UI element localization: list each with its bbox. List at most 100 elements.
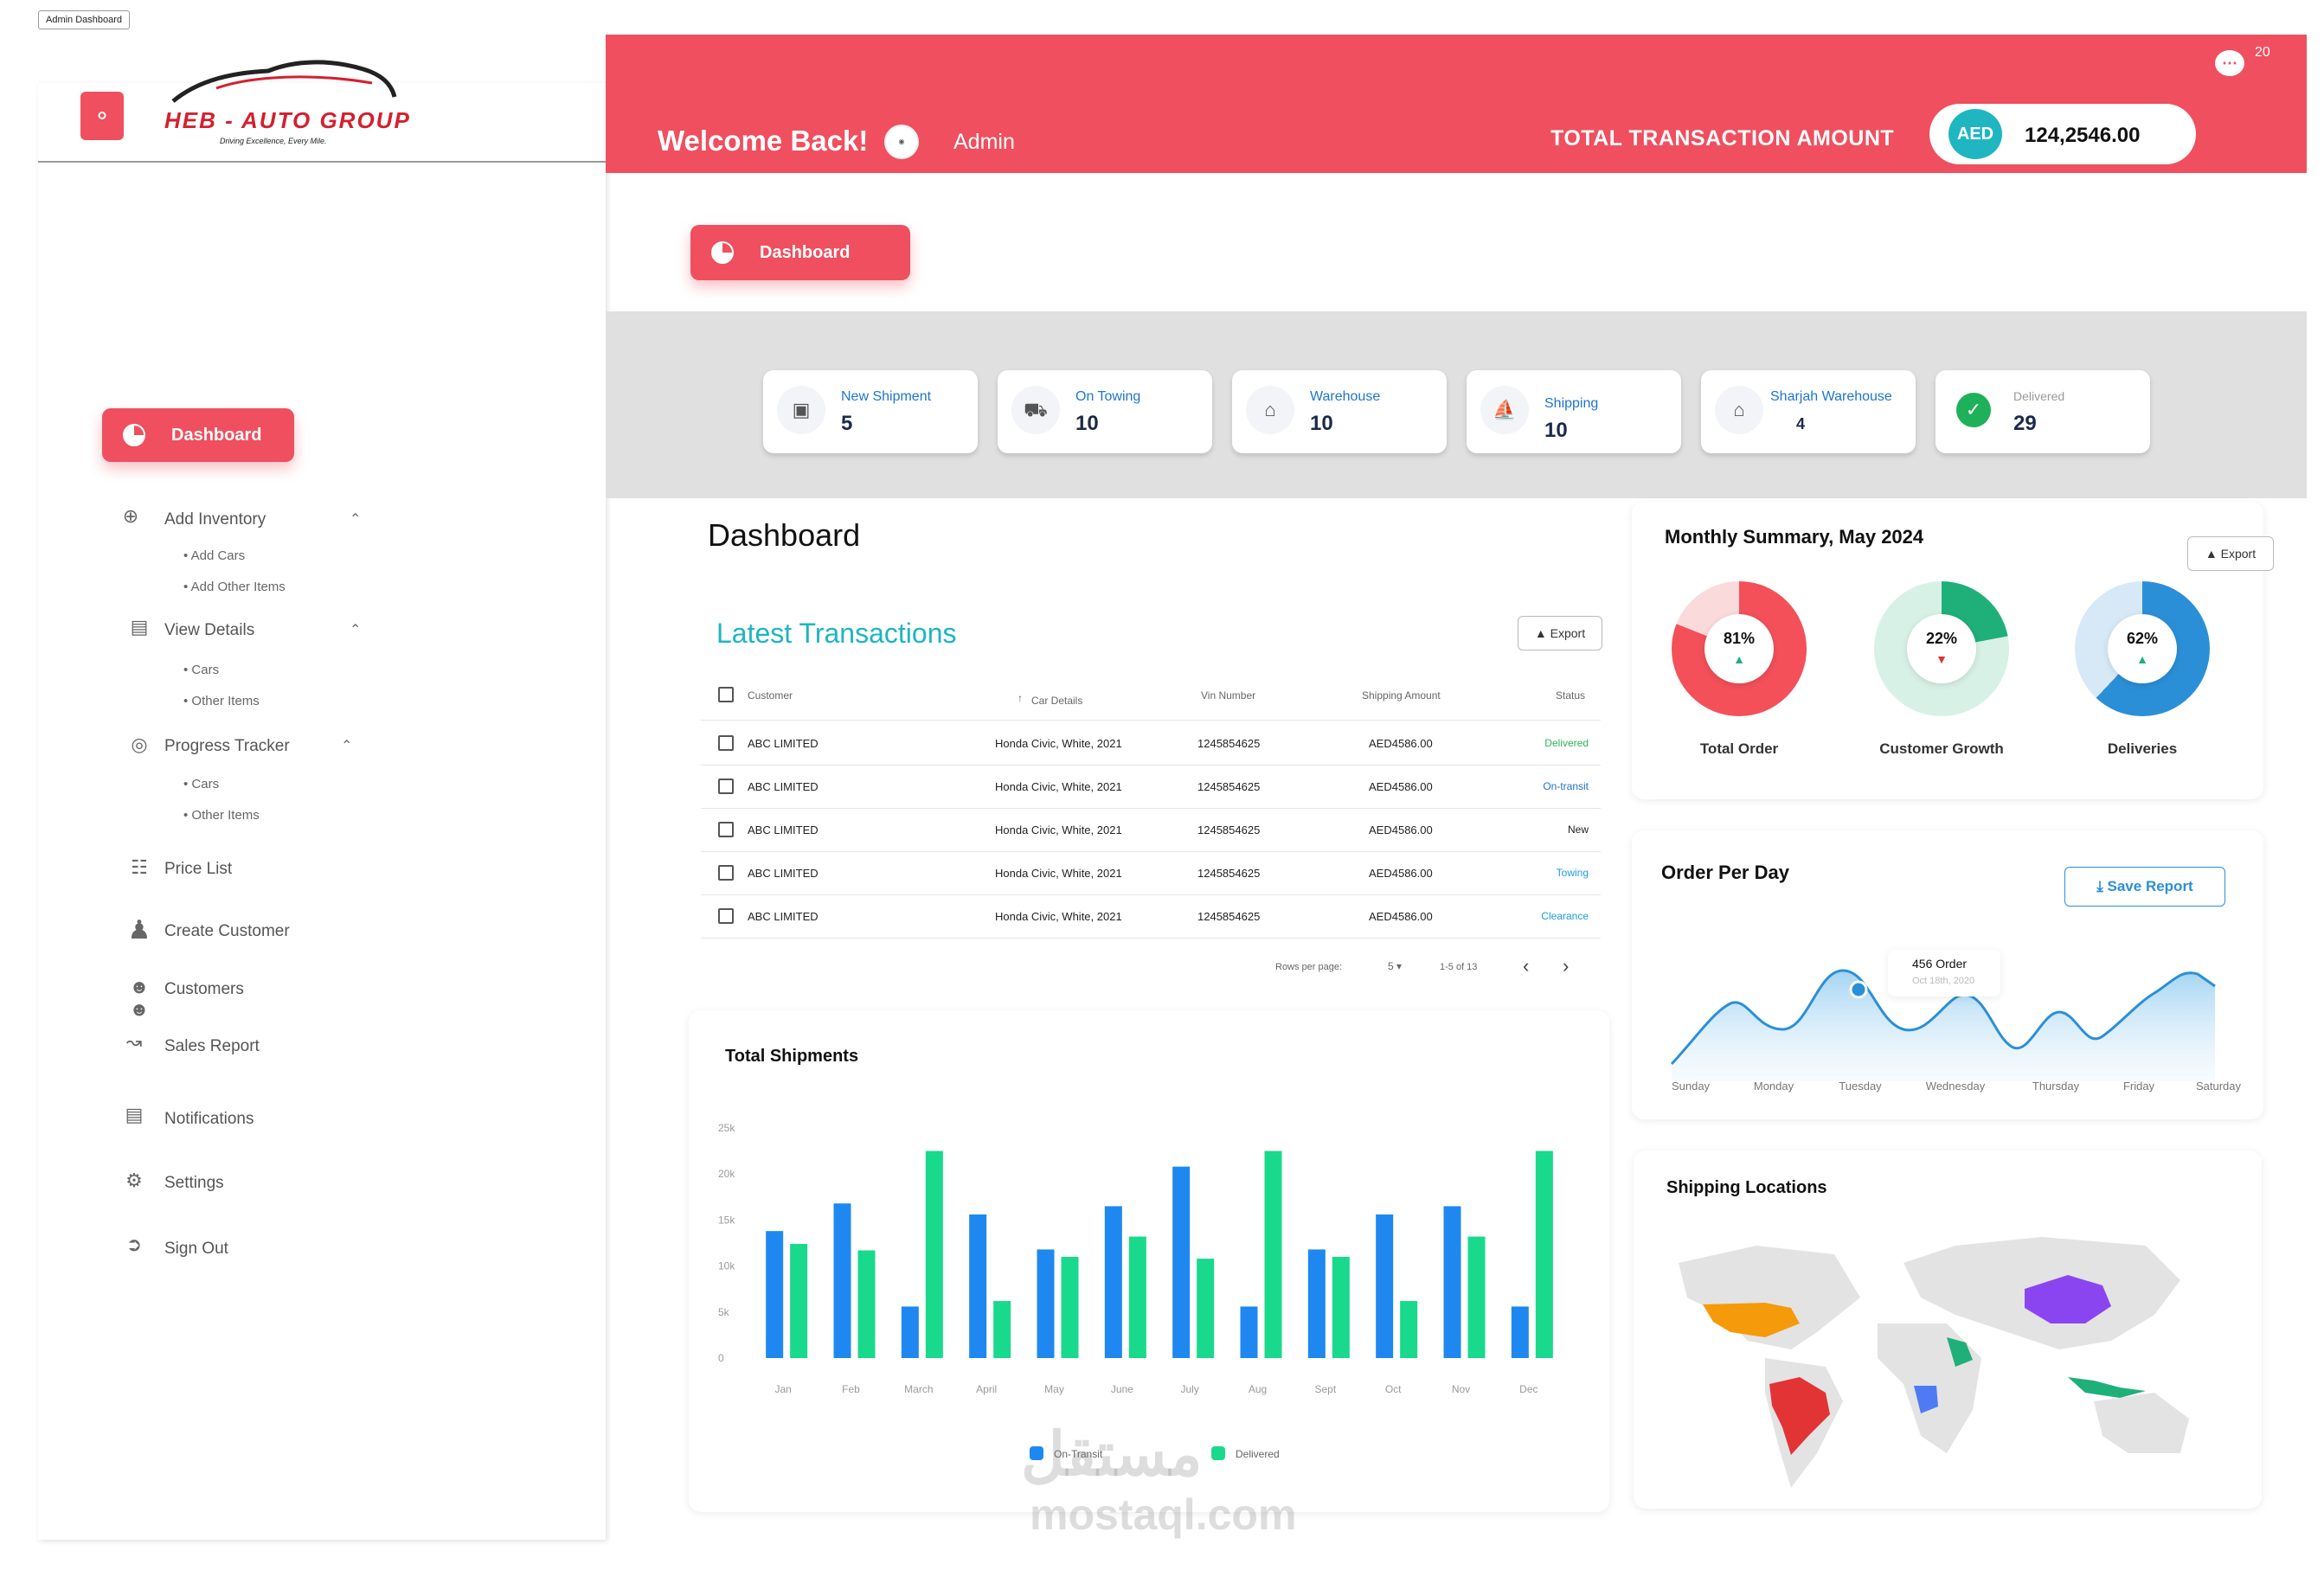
bar-on-transit: [1104, 1206, 1122, 1358]
stat-value: 10: [1310, 412, 1333, 435]
bar-on-transit: [1511, 1306, 1529, 1358]
table-cell-vin: 1245854625: [1197, 780, 1261, 793]
x-tick-label: Nov: [1452, 1383, 1470, 1395]
sidebar-subitem-other-items[interactable]: • Other Items: [183, 694, 260, 708]
sidebar-item-create-customer[interactable]: Create Customer: [164, 922, 290, 940]
stat-card-new-shipment[interactable]: ▣ New Shipment 5: [763, 370, 978, 453]
sidebar-subitem-other-items[interactable]: • Other Items: [183, 808, 260, 823]
prev-page-icon[interactable]: ‹: [1523, 955, 1530, 977]
bar-delivered: [1061, 1256, 1079, 1358]
saudi-highlight: [1947, 1337, 1973, 1367]
shipping-locations-title: Shipping Locations: [1666, 1178, 1827, 1197]
y-tick-label: 20k: [718, 1168, 735, 1180]
sidebar-item-price-list[interactable]: Price List: [164, 860, 233, 878]
table-cell-car: Honda Civic, White, 2021: [995, 910, 1122, 923]
y-tick-label: 15k: [718, 1214, 735, 1226]
column-header-customer[interactable]: Customer: [748, 689, 793, 702]
stat-card-shipping[interactable]: ⛵ Shipping 10: [1467, 370, 1681, 453]
row-checkbox[interactable]: [718, 908, 734, 924]
donut-label: Total Order: [1699, 740, 1779, 757]
bar-delivered: [1332, 1256, 1350, 1358]
x-tick-label: Sept: [1314, 1383, 1336, 1395]
stat-card-warehouse[interactable]: ⌂ Warehouse 10: [1232, 370, 1447, 453]
transactions-export-button[interactable]: ▲ Export: [1518, 616, 1602, 650]
x-tick-label: Feb: [842, 1383, 860, 1395]
table-cell-customer: ABC LIMITED: [748, 780, 819, 793]
trend-up-icon: ▲: [1733, 652, 1745, 666]
chevron-up-icon[interactable]: ⌃: [350, 623, 362, 638]
gear-icon: ⚙: [125, 1169, 143, 1191]
legend-swatch: [1211, 1446, 1225, 1460]
check-icon: ✓: [1956, 393, 1991, 427]
bar-on-transit: [1376, 1214, 1394, 1358]
stat-card-delivered[interactable]: ✓ Delivered 29: [1936, 370, 2150, 453]
day-tick-label: Friday: [2122, 1080, 2155, 1093]
legend-label[interactable]: On-Transit: [1054, 1448, 1103, 1460]
sidebar-subitem-cars[interactable]: • Cars: [183, 777, 220, 791]
sidebar-item-add-inventory[interactable]: Add Inventory: [164, 510, 266, 529]
currency-badge: AED: [1948, 109, 2002, 159]
select-all-checkbox[interactable]: [718, 687, 734, 702]
next-page-icon[interactable]: ›: [1563, 955, 1570, 977]
x-tick-label: Oct: [1385, 1383, 1402, 1395]
day-tick-label: Monday: [1753, 1080, 1794, 1093]
bar-on-transit: [901, 1306, 919, 1358]
row-checkbox[interactable]: [718, 865, 734, 881]
column-header-car-details[interactable]: Car Details: [1031, 695, 1083, 707]
indonesia-highlight: [2068, 1377, 2146, 1398]
legend-swatch: [1030, 1446, 1043, 1460]
sidebar-item-view-details[interactable]: View Details: [164, 621, 255, 639]
sidebar-item-notifications[interactable]: Notifications: [164, 1110, 254, 1128]
sidebar-subitem-add-cars[interactable]: • Add Cars: [183, 548, 246, 563]
dashboard-tab-button[interactable]: Dashboard: [690, 225, 910, 280]
row-checkbox[interactable]: [718, 735, 734, 751]
column-header-vin[interactable]: Vin Number: [1201, 689, 1256, 702]
price-list-icon: ☷: [131, 856, 148, 878]
menu-toggle-button[interactable]: ⚬: [80, 92, 124, 140]
row-divider: [701, 808, 1601, 809]
avatar[interactable]: ◉: [884, 125, 919, 159]
stat-value: 10: [1544, 419, 1568, 442]
chevron-up-icon[interactable]: ⌃: [350, 512, 362, 527]
y-tick-label: 5k: [718, 1306, 730, 1318]
x-tick-label: Aug: [1249, 1383, 1267, 1395]
china-highlight: [2025, 1275, 2111, 1323]
chevron-up-icon[interactable]: ⌃: [341, 739, 353, 753]
sort-arrow-icon[interactable]: ↑: [1018, 692, 1023, 704]
brand-tagline: Driving Excellence, Every Mile.: [220, 137, 327, 145]
donut-chart: 62% ▲: [2075, 581, 2210, 716]
sidebar-dashboard-button[interactable]: Dashboard: [102, 408, 294, 462]
export-icon: ▲: [1534, 626, 1547, 640]
stat-label: Warehouse: [1310, 389, 1381, 404]
donut-chart: 81% ▲: [1672, 581, 1807, 716]
row-checkbox[interactable]: [718, 779, 734, 794]
row-checkbox[interactable]: [718, 822, 734, 837]
save-report-button[interactable]: ⤓ Save Report: [2064, 867, 2225, 907]
stat-card-on-towing[interactable]: ⛟ On Towing 10: [998, 370, 1212, 453]
rows-per-page-select[interactable]: 5 ▾: [1388, 960, 1403, 972]
day-tick-label: Sunday: [1671, 1080, 1711, 1093]
legend-label[interactable]: Delivered: [1236, 1448, 1280, 1460]
sidebar-item-sales-report[interactable]: Sales Report: [164, 1037, 260, 1055]
column-header-status[interactable]: Status: [1556, 689, 1586, 702]
sidebar-item-settings[interactable]: Settings: [164, 1174, 224, 1192]
sidebar-subitem-cars[interactable]: • Cars: [183, 663, 220, 677]
sidebar-item-progress-tracker[interactable]: Progress Tracker: [164, 737, 290, 755]
column-header-amount[interactable]: Shipping Amount: [1362, 689, 1441, 702]
sidebar-item-sign-out[interactable]: Sign Out: [164, 1240, 228, 1258]
target-icon: ◎: [131, 734, 148, 755]
monthly-export-button[interactable]: ▲ Export: [2187, 536, 2274, 571]
bar-delivered: [1535, 1150, 1553, 1358]
sidebar-subitem-add-other-items[interactable]: • Add Other Items: [183, 580, 286, 594]
list-icon: ▤: [130, 616, 149, 638]
box-icon: ▣: [777, 386, 825, 434]
donut-center: 62% ▲: [2108, 614, 2177, 683]
table-cell-car: Honda Civic, White, 2021: [995, 867, 1122, 880]
tow-truck-icon: ⛟: [1011, 386, 1060, 434]
stat-card-sharjah-warehouse[interactable]: ⌂ Sharjah Warehouse 4: [1701, 370, 1916, 453]
dashboard-tab-label: Dashboard: [760, 243, 851, 262]
row-divider: [701, 938, 1601, 939]
chat-icon[interactable]: ⋯: [2215, 50, 2244, 76]
status-badge: New: [1567, 823, 1589, 836]
sidebar-item-customers[interactable]: Customers: [164, 980, 244, 998]
